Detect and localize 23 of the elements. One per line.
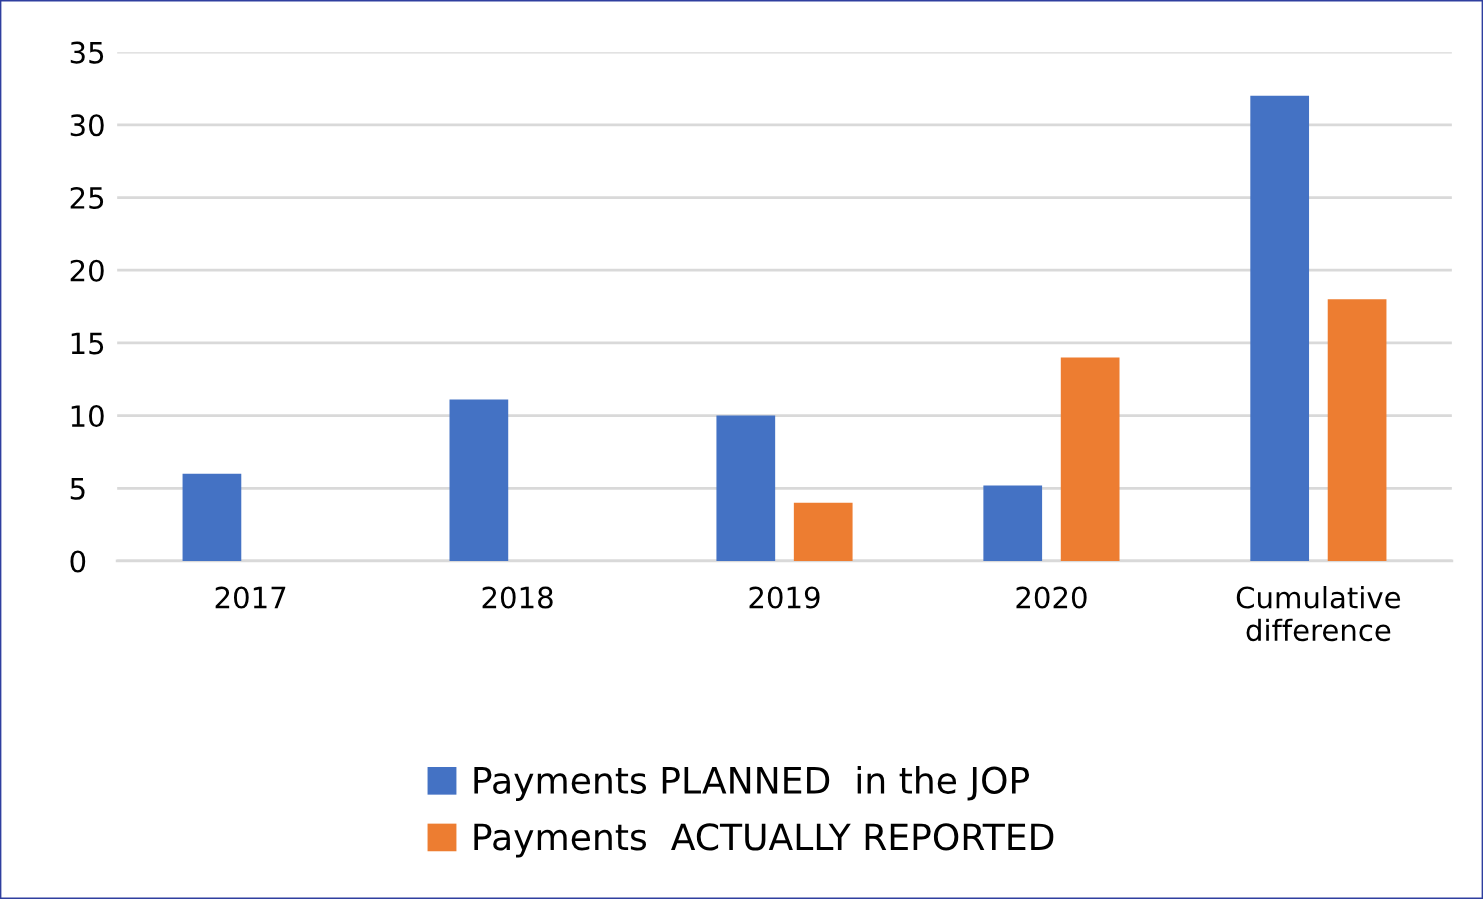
bar — [1327, 299, 1387, 561]
y-tick-label: 35 — [70, 41, 104, 64]
bar — [793, 502, 853, 561]
y-tick-label: 15 — [71, 332, 104, 355]
y-tick-label: 0 — [70, 550, 86, 573]
x-tick-label: 2017 — [215, 586, 286, 609]
legend-label: Payments PLANNED in the JOP — [474, 765, 1030, 801]
y-tick-label: 5 — [70, 478, 85, 500]
legend-label: Payments ACTUALLY REPORTED — [474, 823, 1054, 858]
x-tick-label: 2018 — [482, 586, 553, 609]
x-tick-label: 2019 — [749, 586, 820, 609]
y-tick-label: 30 — [70, 114, 104, 137]
y-tick-label: 20 — [70, 259, 104, 282]
bar — [1250, 95, 1310, 561]
bar — [1060, 357, 1120, 561]
x-tick-label: Cumulative difference — [1236, 585, 1401, 642]
bar — [449, 399, 509, 561]
bar — [716, 415, 776, 561]
bar — [983, 485, 1043, 561]
bar — [182, 473, 242, 561]
y-tick-label: 10 — [71, 405, 104, 428]
y-tick-label: 25 — [70, 186, 104, 210]
x-tick-label: 2020 — [1016, 586, 1087, 609]
